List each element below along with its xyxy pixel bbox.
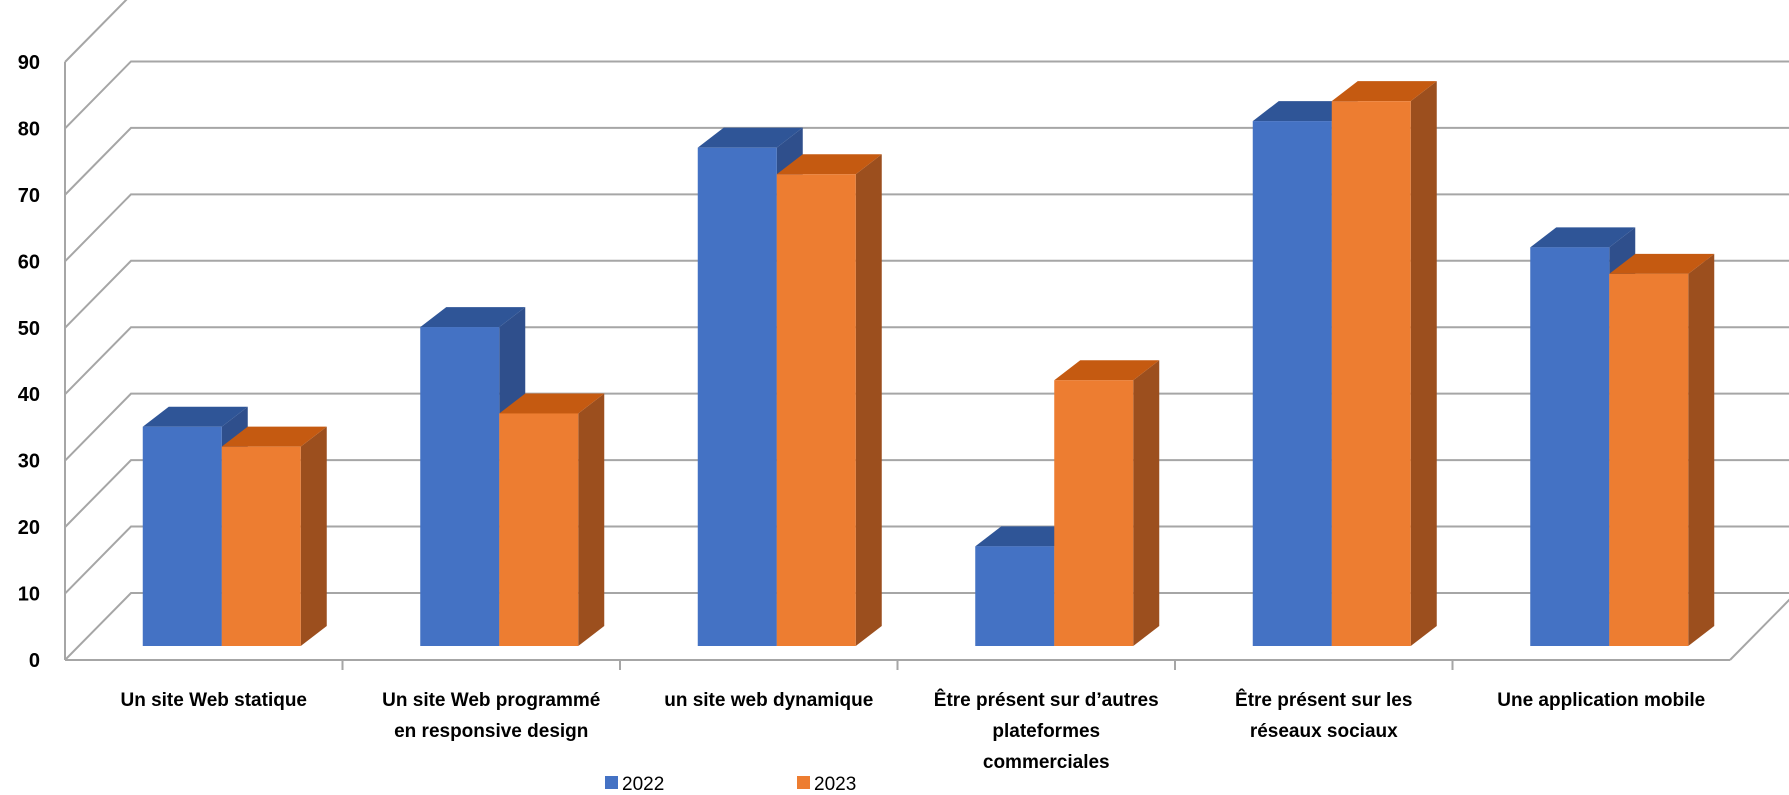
y-tick-label: 0 [29,650,40,672]
bar [420,327,500,646]
gridline [64,259,1789,329]
x-tick-label: commerciales [983,752,1110,773]
bar [697,147,777,646]
bar [1252,121,1332,647]
bar-top [975,526,1081,547]
y-tick-label: 50 [18,318,40,340]
gridline [64,525,1789,595]
y-tick-label: 30 [18,451,40,473]
y-tick-label: 10 [18,584,40,606]
x-tick-label: Une application mobile [1497,690,1705,711]
bar [1530,247,1610,647]
bar-side [1688,253,1715,646]
bar [776,174,856,646]
bar [499,413,579,646]
bar [1609,273,1689,646]
y-tick-label: 80 [18,118,40,140]
bar-top [1331,81,1437,102]
legend-label: 2022 [622,774,664,795]
legend-swatch [605,776,618,789]
x-tick-label: Être présent sur les [1235,689,1412,711]
x-tick-label: Un site Web programmé [382,690,600,711]
gridline [64,392,1789,462]
bar-top [1252,101,1358,122]
bar-top [142,406,248,427]
y-tick-label: 20 [18,517,40,539]
gridline [64,592,1789,661]
gridline [64,326,1789,395]
bar-top [221,426,327,447]
bar [975,546,1055,646]
bar-side [578,393,605,646]
gridline [64,459,1789,528]
bar-top [499,393,605,414]
bar-top [697,127,803,148]
bar-side [300,426,327,646]
gridline [64,193,1789,263]
bar [221,446,301,646]
bar [1331,101,1411,646]
legend-swatch [797,776,810,789]
floor-edge [1729,598,1789,661]
y-tick-label: 60 [18,251,40,273]
y-tick-label: 40 [18,384,40,406]
bar-side [1133,360,1160,646]
x-tick-label: réseaux sociaux [1250,721,1398,742]
bar-top [1530,227,1636,248]
bar [1054,380,1134,646]
x-tick-label: un site web dynamique [664,690,873,711]
y-tick-label: 70 [18,185,40,207]
bar-top [1609,253,1715,274]
x-tick-label: Être présent sur d’autres [934,689,1159,711]
x-tick-label: plateformes [992,721,1100,742]
bar-top [1054,360,1160,381]
bar-top [420,307,526,328]
gridline [64,126,1789,196]
bar-top [776,154,882,175]
legend-label: 2023 [814,774,856,795]
bar-side [1410,81,1437,646]
x-tick-label: Un site Web statique [120,690,307,711]
bar-side [855,154,882,646]
bar [142,426,222,646]
y-tick-label: 90 [18,52,40,74]
gridline [64,60,1789,130]
gridline [64,0,128,63]
x-tick-label: en responsive design [394,721,588,742]
